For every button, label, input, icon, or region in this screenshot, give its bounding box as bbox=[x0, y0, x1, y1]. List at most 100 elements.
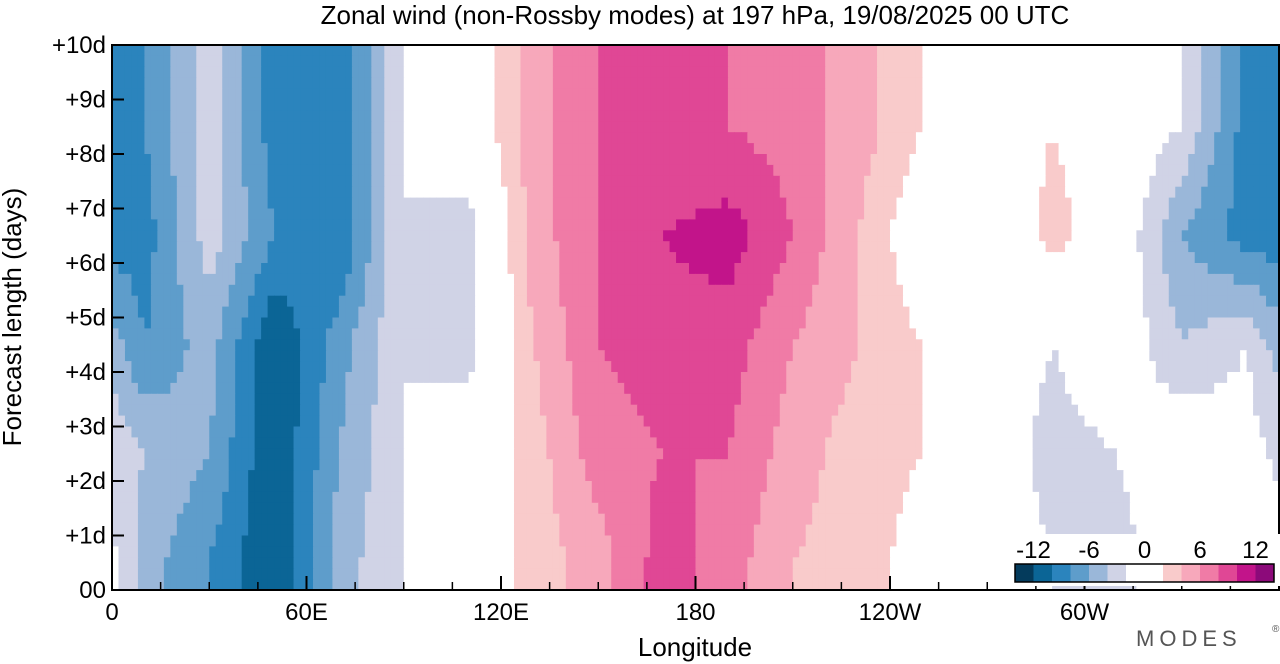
heatmap-cell bbox=[578, 77, 586, 90]
heatmap-cell bbox=[338, 230, 346, 242]
heatmap-cell bbox=[488, 45, 496, 57]
heatmap-cell bbox=[1253, 252, 1261, 264]
heatmap-cell bbox=[209, 317, 217, 329]
heatmap-cell bbox=[954, 306, 962, 319]
heatmap-cell bbox=[1006, 306, 1014, 319]
heatmap-cell bbox=[617, 154, 625, 166]
heatmap-cell bbox=[274, 88, 282, 101]
heatmap-cell bbox=[1253, 186, 1261, 199]
heatmap-cell bbox=[300, 55, 308, 68]
heatmap-cell bbox=[591, 175, 599, 188]
heatmap-cell bbox=[701, 55, 710, 68]
heatmap-cell bbox=[870, 77, 878, 90]
heatmap-cell bbox=[954, 263, 962, 275]
heatmap-cell bbox=[695, 99, 703, 111]
heatmap-cell bbox=[669, 263, 677, 275]
heatmap-cell bbox=[533, 186, 541, 199]
heatmap-cell bbox=[1045, 284, 1053, 297]
heatmap-cell bbox=[708, 110, 716, 122]
heatmap-cell bbox=[902, 317, 911, 329]
heatmap-cell bbox=[676, 219, 684, 231]
heatmap-cell bbox=[1175, 110, 1183, 122]
heatmap-cell bbox=[546, 208, 554, 220]
heatmap-cell bbox=[222, 339, 230, 351]
heatmap-cell bbox=[1013, 186, 1021, 199]
heatmap-cell bbox=[915, 132, 924, 144]
heatmap-cell bbox=[708, 121, 716, 133]
heatmap-cell bbox=[682, 284, 690, 297]
heatmap-cell bbox=[293, 55, 301, 68]
heatmap-cell bbox=[1026, 306, 1034, 319]
heatmap-cell bbox=[701, 154, 710, 166]
heatmap-cell bbox=[1214, 186, 1222, 199]
heatmap-cell bbox=[682, 230, 690, 242]
heatmap-cell bbox=[844, 306, 852, 319]
heatmap-cell bbox=[565, 88, 573, 101]
heatmap-cell bbox=[734, 219, 742, 231]
heatmap-cell bbox=[1194, 252, 1202, 264]
heatmap-cell bbox=[1220, 295, 1228, 308]
heatmap-cell bbox=[267, 143, 275, 155]
heatmap-cell bbox=[1052, 273, 1060, 286]
heatmap-cell bbox=[552, 306, 560, 319]
heatmap-cell bbox=[118, 99, 126, 111]
heatmap-cell bbox=[1052, 317, 1060, 329]
heatmap-cell bbox=[630, 273, 638, 286]
heatmap-cell bbox=[552, 230, 560, 242]
heatmap-cell bbox=[241, 263, 249, 275]
heatmap-cell bbox=[501, 328, 509, 340]
heatmap-cell bbox=[1000, 88, 1008, 101]
heatmap-cell bbox=[890, 306, 898, 319]
heatmap-cell bbox=[1078, 110, 1086, 122]
heatmap-cell bbox=[390, 132, 398, 144]
heatmap-cell bbox=[915, 121, 924, 133]
heatmap-cell bbox=[572, 186, 580, 199]
heatmap-cell bbox=[760, 328, 768, 340]
heatmap-cell bbox=[1006, 55, 1014, 68]
heatmap-cell bbox=[760, 164, 768, 177]
heatmap-cell bbox=[572, 66, 580, 79]
heatmap-cell bbox=[1058, 154, 1066, 166]
heatmap-cell bbox=[546, 263, 554, 275]
heatmap-cell bbox=[825, 230, 833, 242]
heatmap-cell bbox=[241, 77, 249, 90]
heatmap-cell bbox=[1110, 175, 1118, 188]
heatmap-cell bbox=[941, 143, 949, 155]
heatmap-cell bbox=[1142, 306, 1150, 319]
heatmap-cell bbox=[442, 317, 450, 329]
heatmap-cell bbox=[611, 219, 619, 231]
heatmap-cell bbox=[624, 252, 632, 264]
heatmap-cell bbox=[1201, 241, 1209, 253]
heatmap-cell bbox=[1090, 154, 1099, 166]
heatmap-cell bbox=[1220, 175, 1228, 188]
heatmap-cell bbox=[701, 175, 710, 188]
heatmap-cell bbox=[1259, 154, 1267, 166]
heatmap-cell bbox=[727, 143, 735, 155]
heatmap-cell bbox=[248, 306, 256, 319]
heatmap-cell bbox=[1175, 55, 1183, 68]
heatmap-cell bbox=[254, 208, 262, 220]
heatmap-cell bbox=[539, 284, 547, 297]
heatmap-cell bbox=[345, 284, 353, 297]
heatmap-cell bbox=[254, 284, 262, 297]
heatmap-cell bbox=[1019, 186, 1027, 199]
heatmap-cell bbox=[721, 241, 729, 253]
heatmap-cell bbox=[163, 175, 171, 188]
heatmap-cell bbox=[682, 252, 690, 264]
heatmap-cell bbox=[591, 121, 599, 133]
heatmap-cell bbox=[779, 164, 787, 177]
heatmap-cell bbox=[552, 284, 560, 297]
heatmap-cell bbox=[1214, 328, 1222, 340]
heatmap-cell bbox=[747, 110, 755, 122]
heatmap-cell bbox=[844, 88, 852, 101]
heatmap-cell bbox=[410, 132, 418, 144]
heatmap-cell bbox=[390, 219, 398, 231]
heatmap-cell bbox=[306, 66, 314, 79]
heatmap-cell bbox=[643, 45, 651, 57]
heatmap-cell bbox=[818, 241, 826, 253]
heatmap-cell bbox=[792, 99, 800, 111]
heatmap-cell bbox=[1136, 154, 1144, 166]
heatmap-cell bbox=[689, 164, 697, 177]
heatmap-cell bbox=[987, 186, 995, 199]
heatmap-cell bbox=[526, 66, 535, 79]
